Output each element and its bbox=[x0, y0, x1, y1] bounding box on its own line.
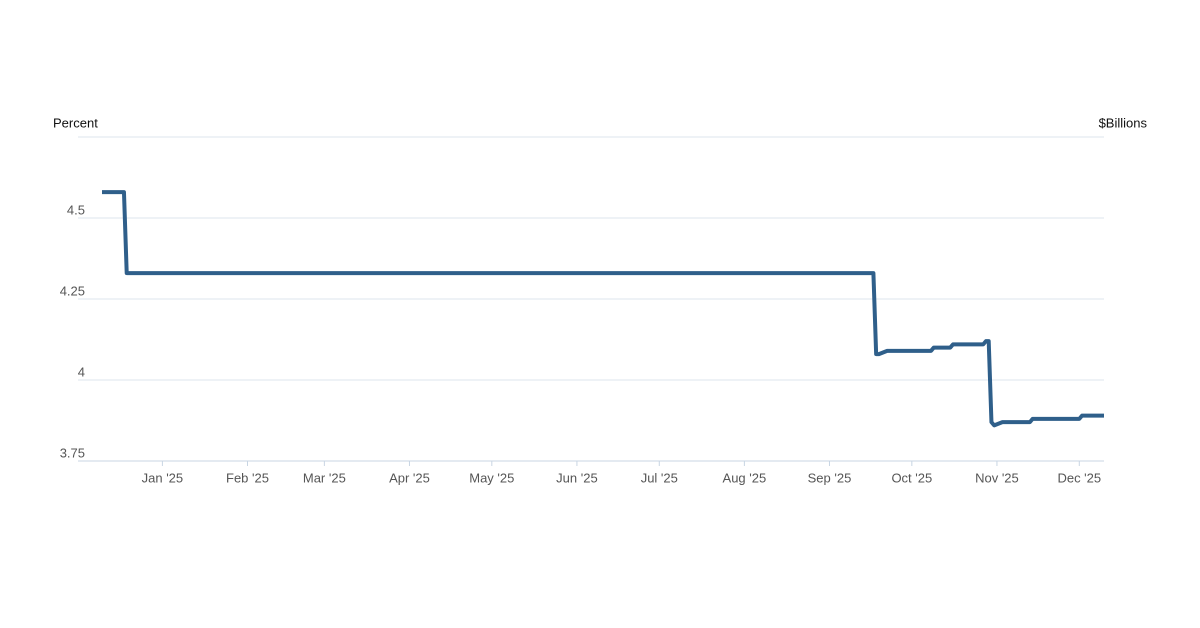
x-tick-label: Dec '25 bbox=[1057, 470, 1101, 485]
y-tick-label: 4.25 bbox=[60, 283, 85, 298]
x-tick-label: Sep '25 bbox=[808, 470, 852, 485]
x-tick-label: Mar '25 bbox=[303, 470, 346, 485]
x-tick-label: Jan '25 bbox=[142, 470, 184, 485]
y2-axis-title: $Billions bbox=[1099, 115, 1148, 130]
y-tick-label: 4 bbox=[78, 364, 85, 379]
x-tick-label: Jun '25 bbox=[556, 470, 598, 485]
x-tick-label: Oct '25 bbox=[891, 470, 932, 485]
x-tick-label: Feb '25 bbox=[226, 470, 269, 485]
x-tick-label: Apr '25 bbox=[389, 470, 430, 485]
x-tick-label: Aug '25 bbox=[723, 470, 767, 485]
line-series bbox=[102, 190, 1104, 428]
y-tick-label: 3.75 bbox=[60, 445, 85, 460]
x-tick-label: May '25 bbox=[469, 470, 514, 485]
x-tick-label: Jul '25 bbox=[641, 470, 678, 485]
x-tick-label: Nov '25 bbox=[975, 470, 1019, 485]
y-tick-label: 4.5 bbox=[67, 202, 85, 217]
y-axis-title: Percent bbox=[53, 115, 98, 130]
